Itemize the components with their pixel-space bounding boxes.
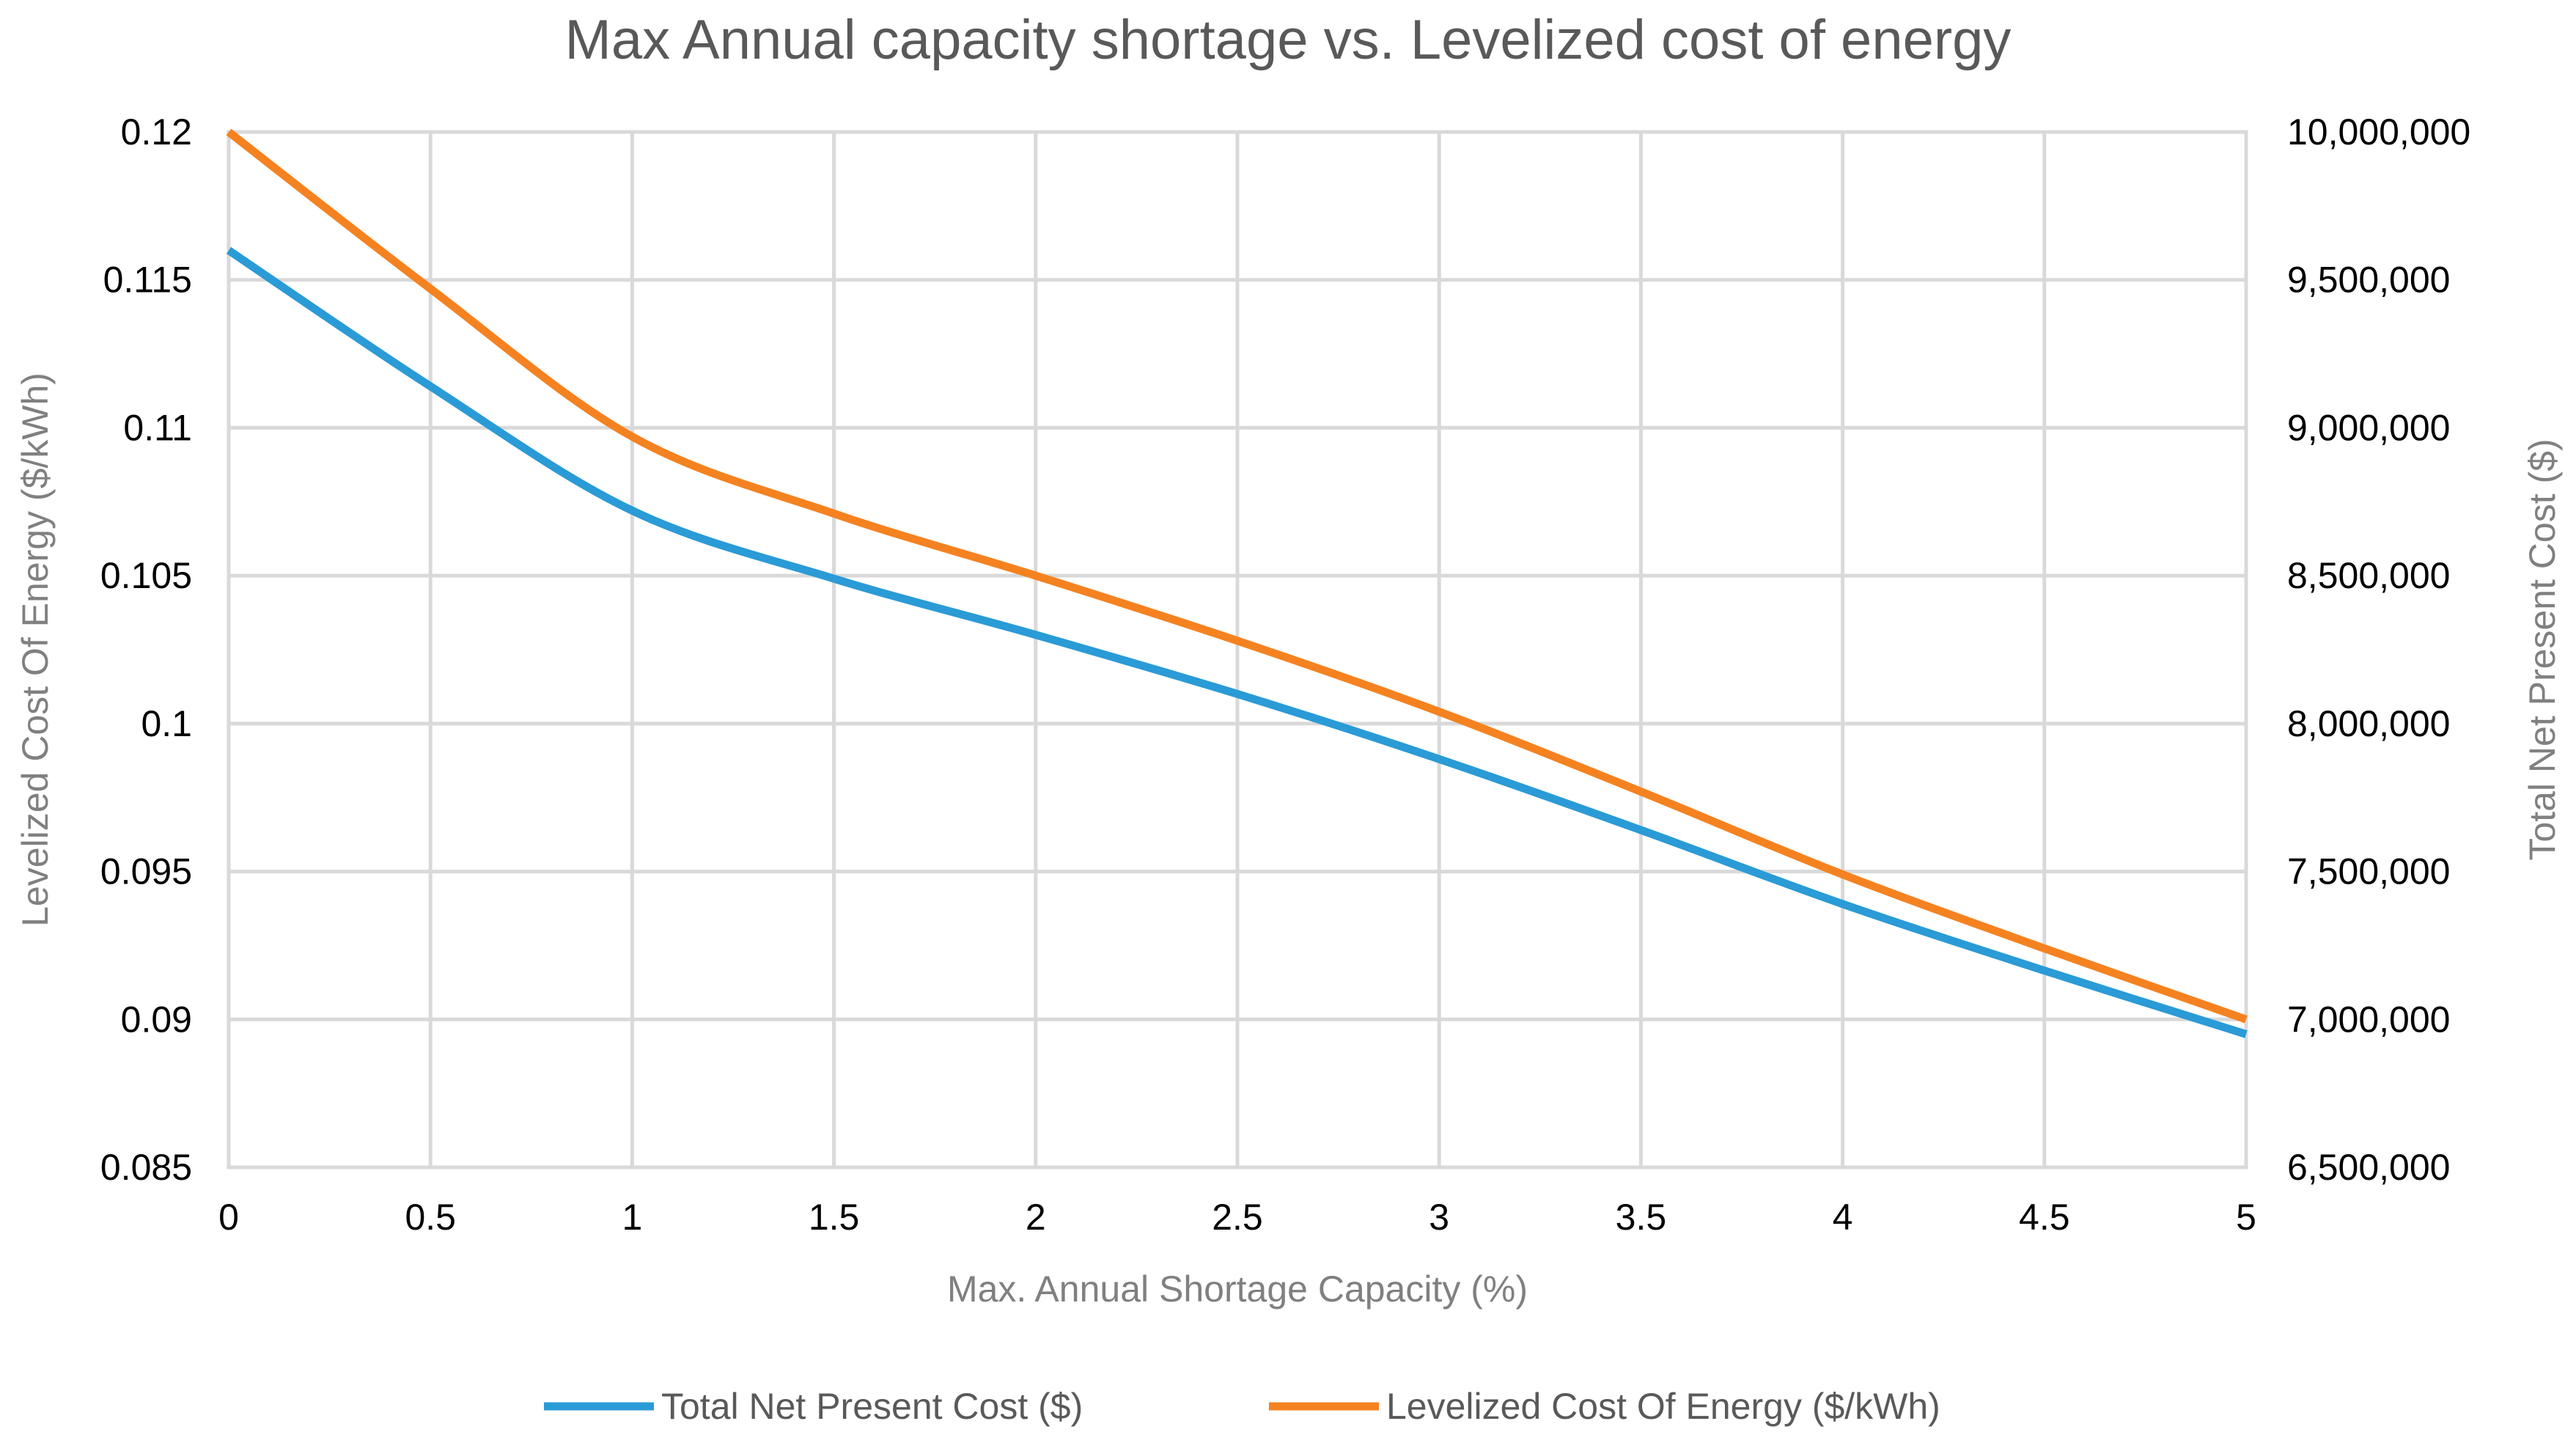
y-left-tick-label: 0.11 <box>123 407 192 448</box>
x-tick-label: 4.5 <box>2019 1197 2070 1238</box>
x-tick-label: 2 <box>1026 1197 1046 1238</box>
x-axis-title: Max. Annual Shortage Capacity (%) <box>947 1268 1528 1310</box>
x-tick-label: 3.5 <box>1616 1197 1667 1238</box>
x-tick-label: 3 <box>1429 1197 1449 1238</box>
total-net-present-cost-line <box>226 246 2248 1038</box>
plot-area <box>227 130 2248 1170</box>
y-left-tick-label: 0.115 <box>103 260 192 301</box>
y-right-tick-label: 10,000,000 <box>2287 111 2470 153</box>
y-right-axis-ticks: 10,000,000 9,500,000 9,000,000 8,500,000 8,0… <box>2287 111 2470 1188</box>
x-tick-label: 0.5 <box>405 1197 456 1238</box>
y-left-tick-label: 0.1 <box>141 703 192 744</box>
x-axis-ticks: 0 0.5 1 1.5 2 2.5 3 3.5 4 4.5 5 <box>218 1197 2256 1238</box>
y-right-tick-label: 8,000,000 <box>2287 703 2450 744</box>
y-right-tick-label: 9,500,000 <box>2287 260 2450 301</box>
y-left-tick-label: 0.12 <box>121 111 192 153</box>
y-left-axis-title: Levelized Cost Of Energy ($/kWh) <box>15 372 56 927</box>
y-left-tick-label: 0.105 <box>100 555 192 596</box>
legend: Total Net Present Cost ($) Levelized Cost… <box>544 1386 1940 1427</box>
y-right-tick-label: 8,500,000 <box>2287 555 2450 596</box>
y-right-axis-title: Total Net Present Cost ($) <box>2522 438 2563 860</box>
x-tick-label: 0 <box>218 1197 239 1238</box>
y-right-tick-label: 7,000,000 <box>2287 999 2450 1040</box>
y-left-tick-label: 0.09 <box>121 999 192 1040</box>
y-left-tick-label: 0.095 <box>100 851 192 892</box>
legend-label: Total Net Present Cost ($) <box>661 1386 1083 1427</box>
series-layer <box>226 128 2248 1038</box>
y-right-tick-label: 9,000,000 <box>2287 407 2450 448</box>
x-tick-label: 1.5 <box>809 1197 860 1238</box>
x-tick-label: 1 <box>622 1197 642 1238</box>
x-tick-label: 4 <box>1833 1197 1853 1238</box>
y-right-tick-label: 7,500,000 <box>2287 851 2450 892</box>
y-left-axis-ticks: 0.12 0.115 0.11 0.105 0.1 0.095 0.09 0.085 <box>100 111 192 1188</box>
levelized-cost-of-energy-line <box>226 128 2248 1024</box>
y-left-tick-label: 0.085 <box>100 1147 192 1188</box>
legend-label: Levelized Cost Of Energy ($/kWh) <box>1386 1386 1940 1427</box>
gridlines <box>227 130 2248 1170</box>
y-right-tick-label: 6,500,000 <box>2287 1147 2450 1188</box>
x-tick-label: 5 <box>2236 1197 2256 1238</box>
chart-title: Max Annual capacity shortage vs. Leveliz… <box>565 9 2012 71</box>
x-tick-label: 2.5 <box>1212 1197 1263 1238</box>
